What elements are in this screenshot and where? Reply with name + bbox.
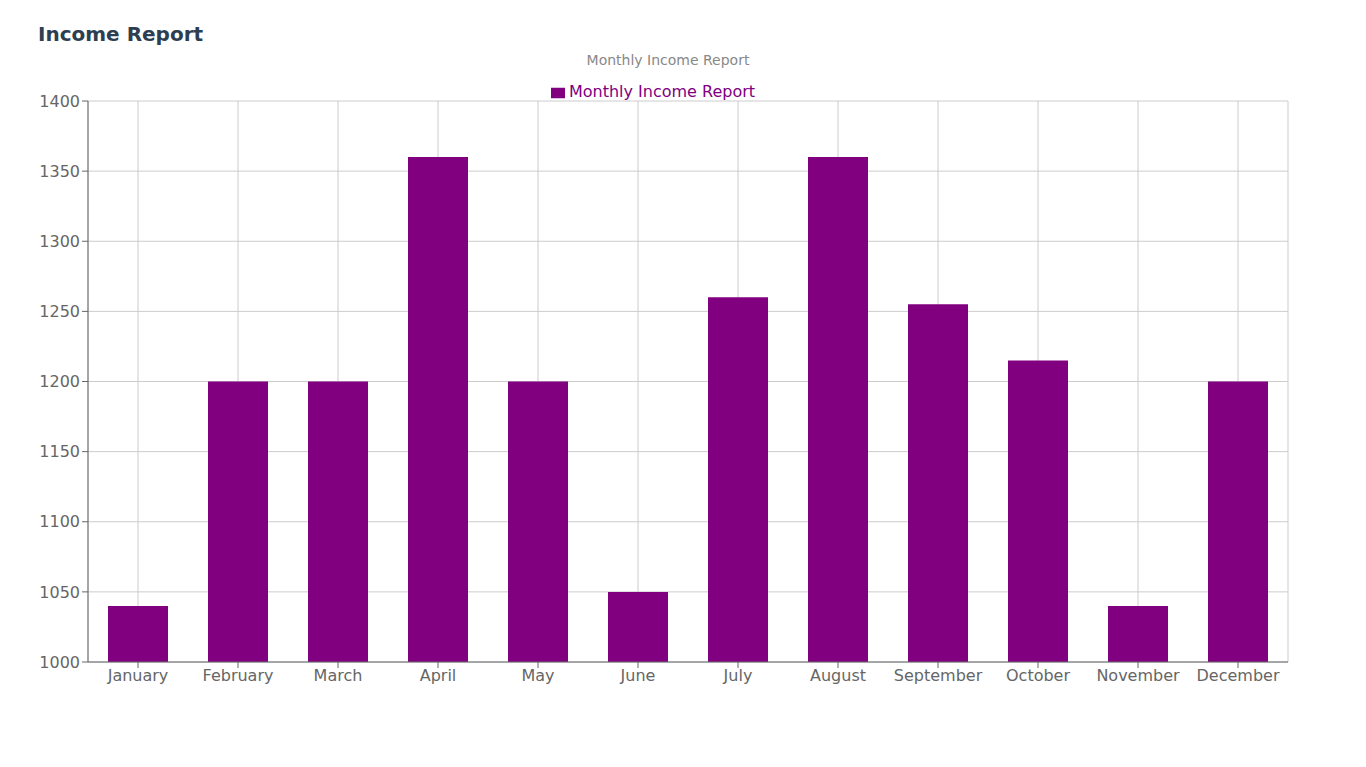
svg-text:1250: 1250 xyxy=(39,302,80,321)
svg-text:1050: 1050 xyxy=(39,583,80,602)
svg-text:August: August xyxy=(810,666,866,685)
svg-text:May: May xyxy=(521,666,554,685)
svg-text:1300: 1300 xyxy=(39,232,80,251)
svg-text:1350: 1350 xyxy=(39,162,80,181)
svg-text:1000: 1000 xyxy=(39,653,80,672)
html-text:Monthly Income Report: Monthly Income Report xyxy=(568,82,756,101)
svg-text:1150: 1150 xyxy=(39,442,80,461)
svg-text:November: November xyxy=(1096,666,1180,685)
svg-text:January: January xyxy=(107,666,169,685)
svg-text:1400: 1400 xyxy=(39,92,80,111)
svg-text:September: September xyxy=(894,666,983,685)
svg-text:April: April xyxy=(420,666,457,685)
svg-text:March: March xyxy=(314,666,363,685)
svg-text:1100: 1100 xyxy=(39,512,80,531)
svg-text:February: February xyxy=(203,666,274,685)
svg-text:1200: 1200 xyxy=(39,372,80,391)
html-text:Monthly Income Report: Monthly Income Report xyxy=(586,52,750,68)
svg-text:December: December xyxy=(1197,666,1280,685)
html-text:Income Report: Income Report xyxy=(38,22,204,46)
svg-text:October: October xyxy=(1006,666,1070,685)
svg-text:July: July xyxy=(723,666,753,685)
svg-text:June: June xyxy=(620,666,656,685)
